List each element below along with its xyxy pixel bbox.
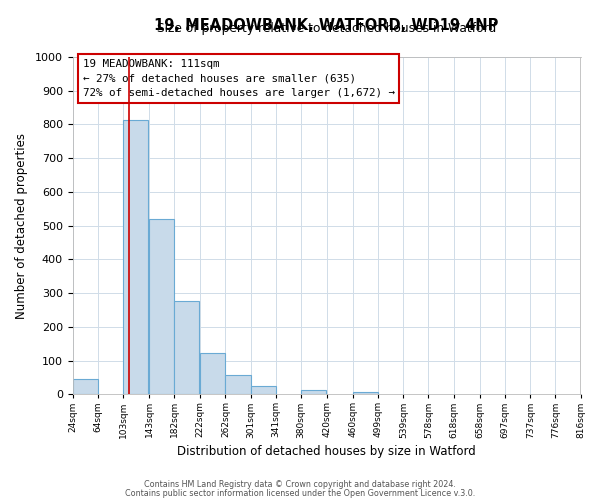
Text: Contains public sector information licensed under the Open Government Licence v.: Contains public sector information licen… (125, 489, 475, 498)
Bar (174, 302, 199, 394)
Bar (73, 378, 98, 394)
Title: Size of property relative to detached houses in Watford: Size of property relative to detached ho… (157, 22, 496, 35)
Bar (301, 390, 326, 394)
Bar (353, 392, 377, 394)
Bar (200, 352, 225, 394)
Text: Contains HM Land Registry data © Crown copyright and database right 2024.: Contains HM Land Registry data © Crown c… (144, 480, 456, 489)
Text: 19, MEADOWBANK, WATFORD, WD19 4NP: 19, MEADOWBANK, WATFORD, WD19 4NP (154, 18, 499, 34)
Text: 19 MEADOWBANK: 111sqm
← 27% of detached houses are smaller (635)
72% of semi-det: 19 MEADOWBANK: 111sqm ← 27% of detached … (83, 58, 395, 98)
X-axis label: Distribution of detached houses by size in Watford: Distribution of detached houses by size … (177, 444, 476, 458)
Bar (149, 219, 174, 394)
Bar (124, 120, 148, 394)
Bar (251, 386, 275, 394)
Bar (226, 374, 251, 394)
Y-axis label: Number of detached properties: Number of detached properties (15, 132, 28, 318)
